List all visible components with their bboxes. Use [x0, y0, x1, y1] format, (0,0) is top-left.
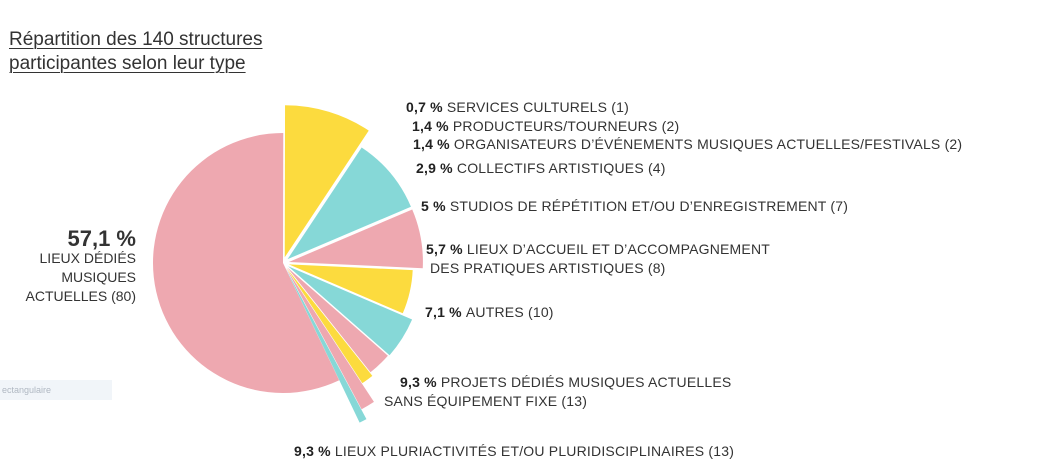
pie-label-8-line-1: 1,4 % ORGANISATEURS D’ÉVÉNEMENTS MUSIQUE… [413, 136, 962, 152]
pie-label-6-line-1: 5 % STUDIOS DE RÉPÉTITION ET/OU D’ENREGI… [421, 198, 848, 214]
pie-label-1: 57,1 %LIEUX DÉDIÉS MUSIQUES ACTUELLES (80) [26, 226, 136, 304]
pie-label-7-percent: 2,9 % [416, 160, 457, 176]
pie-slice-1 [153, 133, 340, 393]
pie-label-1-line-3: ACTUELLES (80) [26, 288, 136, 304]
chart-title-line-1: Répartition des 140 structures [9, 29, 263, 50]
pie-slice-7 [287, 267, 388, 373]
pie-label-8: 1,4 % ORGANISATEURS D’ÉVÉNEMENTS MUSIQUE… [413, 136, 962, 152]
pie-label-6: 5 % STUDIOS DE RÉPÉTITION ET/OU D’ENREGI… [421, 198, 848, 214]
pie-label-5-line-1: 5,7 % LIEUX D’ACCUEIL ET D’ACCOMPAGNEMEN… [426, 241, 770, 257]
pie-label-7: 2,9 % COLLECTIFS ARTISTIQUES (4) [416, 160, 666, 176]
chart-title: Répartition des 140 structures participa… [9, 28, 262, 76]
pie-label-5-line-2: DES PRATIQUES ARTISTIQUES (8) [430, 260, 666, 276]
pie-slice-10 [285, 268, 367, 423]
pie-label-8-percent: 1,4 % [413, 136, 454, 152]
pie-label-9-line-1: 1,4 % PRODUCTEURS/TOURNEURS (2) [412, 118, 679, 134]
pie-slice-9 [286, 268, 374, 410]
pie-slice-5 [288, 264, 413, 314]
pie-label-10-percent: 0,7 % [406, 99, 447, 115]
pie-label-4-text: AUTRES (10) [466, 304, 554, 320]
pie-label-4-line-1: 7,1 % AUTRES (10) [425, 304, 554, 320]
pie-label-9-percent: 1,4 % [412, 118, 453, 134]
pie-slice-3 [287, 147, 411, 260]
pie-label-7-line-1: 2,9 % COLLECTIFS ARTISTIQUES (4) [416, 160, 666, 176]
pie-label-6-text: STUDIOS DE RÉPÉTITION ET/OU D’ENREGISTRE… [450, 198, 848, 214]
pie-label-5: 5,7 % LIEUX D’ACCUEIL ET D’ACCOMPAGNEMEN… [426, 241, 770, 276]
pie-label-6-percent: 5 % [421, 198, 450, 214]
pie-label-4-percent: 7,1 % [425, 304, 466, 320]
pie-label-2: 9,3 % LIEUX PLURIACTIVITÉS ET/OU PLURIDI… [294, 443, 734, 459]
pie-label-3-percent: 9,3 % [400, 374, 441, 390]
pie-slice-6 [288, 266, 413, 356]
pie-label-4: 7,1 % AUTRES (10) [425, 304, 554, 320]
pie-slices [153, 105, 423, 423]
pie-label-10-text: SERVICES CULTURELS (1) [447, 99, 629, 115]
pie-label-1-percent: 57,1 % [68, 226, 137, 251]
pie-label-1-line-2: MUSIQUES [61, 269, 136, 285]
pie-label-9-text: PRODUCTEURS/TOURNEURS (2) [453, 118, 679, 134]
pie-label-9: 1,4 % PRODUCTEURS/TOURNEURS (2) [412, 118, 679, 134]
pie-label-3-text: PROJETS DÉDIÉS MUSIQUES ACTUELLES [441, 374, 732, 390]
overlay-tag: ectangulaire [0, 380, 112, 400]
pie-label-2-text: LIEUX PLURIACTIVITÉS ET/OU PLURIDISCIPLI… [335, 443, 734, 459]
pie-label-10: 0,7 % SERVICES CULTURELS (1) [406, 99, 629, 115]
pie-label-7-text: COLLECTIFS ARTISTIQUES (4) [457, 160, 666, 176]
pie-label-10-line-1: 0,7 % SERVICES CULTURELS (1) [406, 99, 629, 115]
pie-slice-4 [288, 209, 423, 269]
pie-label-3-line-2: SANS ÉQUIPEMENT FIXE (13) [384, 393, 587, 409]
pie-label-2-percent: 9,3 % [294, 443, 335, 459]
pie-label-5-percent: 5,7 % [426, 241, 467, 257]
chart-title-line-2: participantes selon leur type [9, 53, 246, 74]
pie-label-3-line-1: 9,3 % PROJETS DÉDIÉS MUSIQUES ACTUELLES [400, 374, 731, 390]
pie-label-8-text: ORGANISATEURS D’ÉVÉNEMENTS MUSIQUES ACTU… [454, 136, 962, 152]
pie-labels: 57,1 %LIEUX DÉDIÉS MUSIQUES ACTUELLES (80)… [26, 99, 963, 459]
pie-slice-8 [286, 267, 373, 384]
pie-label-1-line-1: LIEUX DÉDIÉS [40, 250, 136, 266]
pie-label-5-text: LIEUX D’ACCUEIL ET D’ACCOMPAGNEMENT [467, 241, 770, 257]
pie-slice-2 [284, 105, 369, 258]
pie-label-3: 9,3 % PROJETS DÉDIÉS MUSIQUES ACTUELLES S… [384, 374, 731, 409]
pie-label-2-line-1: 9,3 % LIEUX PLURIACTIVITÉS ET/OU PLURIDI… [294, 443, 734, 459]
